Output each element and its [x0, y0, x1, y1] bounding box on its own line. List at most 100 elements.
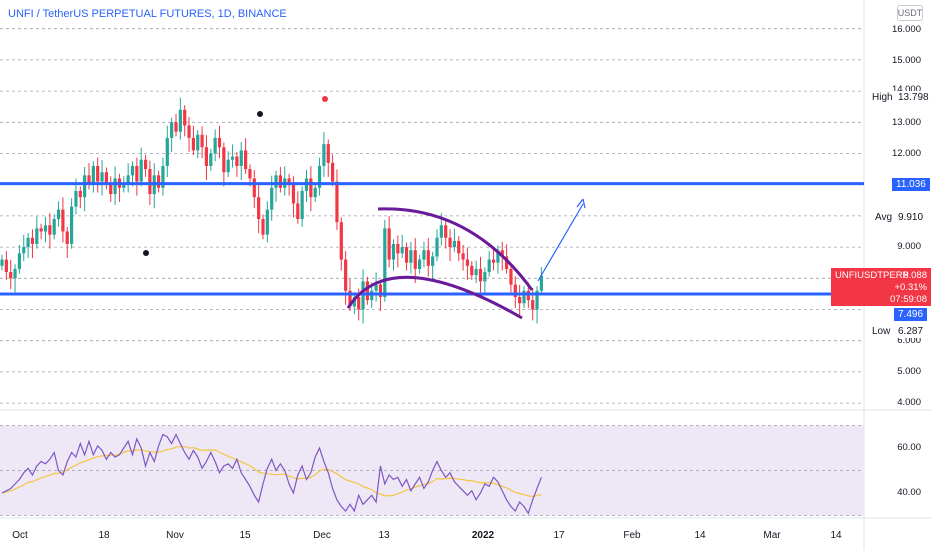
candle-body: [439, 225, 443, 238]
time-label: Oct: [12, 530, 28, 541]
candle-body: [9, 272, 13, 279]
candle-body: [91, 165, 95, 185]
price-change: +0.31%: [894, 282, 928, 293]
avg-label: Avg: [872, 211, 896, 224]
rsi-line: [1, 433, 542, 515]
price-tick: 14.000: [891, 84, 921, 95]
candle-body: [178, 109, 182, 132]
candle-body: [239, 150, 243, 166]
candle-body: [130, 165, 135, 176]
candle-body: [426, 250, 430, 266]
candle-body: [300, 190, 304, 220]
candle-body: [331, 162, 335, 182]
candle-body: [491, 259, 496, 263]
time-label-year: 2022: [471, 530, 495, 541]
candle-body: [387, 228, 391, 260]
candle-body: [291, 184, 296, 204]
rsi-tick: 40.00: [897, 487, 921, 498]
candle-body: [191, 137, 195, 151]
candle-body: [339, 222, 343, 260]
candle-body: [61, 209, 65, 232]
candle-body: [535, 290, 539, 310]
candle-body: [122, 184, 126, 188]
candle-body: [500, 250, 504, 257]
candle-body: [344, 259, 348, 291]
candle-body: [204, 147, 209, 166]
candle-body: [413, 250, 417, 269]
candle-body: [100, 172, 104, 182]
candle-body: [465, 259, 470, 266]
price-tick: 12.000: [891, 148, 921, 159]
time-label: 14: [694, 530, 706, 541]
price-tick: 16.000: [891, 24, 921, 35]
support-level-tag: 7.496: [894, 308, 928, 321]
candle-body: [213, 137, 217, 154]
time-label: Nov: [166, 530, 184, 541]
ticker-name: UNFIUSDTPERP: [835, 270, 909, 281]
low-label: Low: [869, 325, 894, 338]
candle-body: [287, 178, 291, 185]
candle-body: [165, 137, 169, 166]
candle-body: [470, 265, 474, 276]
candle-body: [70, 206, 74, 244]
time-label: 15: [239, 530, 251, 541]
candle-body: [513, 284, 517, 298]
candle-body: [161, 165, 165, 188]
candle-body: [135, 165, 139, 182]
candle-body: [257, 197, 261, 220]
candle-body: [252, 178, 256, 198]
rsi-ma-line: [1, 445, 542, 498]
currency-button[interactable]: USDT: [897, 5, 923, 21]
candle-body: [422, 250, 426, 260]
candle-body: [48, 225, 52, 235]
candle-body: [104, 172, 108, 185]
candle-body: [109, 184, 113, 195]
candle-body: [313, 187, 317, 198]
candle-body: [418, 259, 422, 269]
bar-countdown: 07:59:08: [890, 294, 927, 305]
candle-body: [22, 247, 26, 254]
rsi-tick: 60.00: [897, 442, 921, 453]
candle-body: [74, 190, 78, 207]
price-tick: 9.000: [897, 241, 921, 252]
candle-body: [17, 253, 21, 269]
candle-body: [335, 181, 339, 223]
marker-dot: [257, 111, 263, 117]
candle-body: [400, 247, 404, 254]
candle-body: [539, 275, 543, 291]
candle-body: [348, 290, 352, 307]
candle-body: [174, 122, 178, 132]
candle-body: [235, 156, 239, 166]
candle-body: [383, 228, 387, 298]
upper-arc-drawing: [377, 207, 534, 291]
candle-body: [474, 268, 478, 276]
chart-title[interactable]: UNFI / TetherUS PERPETUAL FUTURES, 1D, B…: [8, 8, 287, 20]
candle-body: [509, 268, 513, 285]
candle-body: [391, 243, 396, 260]
candle-body: [65, 231, 69, 244]
candle-body: [487, 259, 491, 273]
price-tick: 5.000: [897, 366, 921, 377]
candle-body: [143, 159, 148, 170]
candle-body: [261, 219, 265, 235]
high-label: High: [869, 91, 896, 104]
candle-body: [96, 165, 100, 182]
candle-body: [26, 237, 30, 248]
candle-body: [43, 225, 48, 232]
candle-body: [452, 240, 456, 248]
candle-body: [87, 175, 91, 185]
candle-body: [52, 219, 56, 235]
candle-body: [217, 137, 222, 148]
candle-body: [4, 259, 8, 273]
time-label: 18: [98, 530, 110, 541]
candle-body: [404, 247, 409, 263]
candle-body: [126, 175, 130, 185]
candle-body: [200, 134, 204, 148]
candle-body: [365, 281, 369, 301]
candle-body: [30, 237, 35, 244]
candle-body: [78, 190, 82, 198]
candle-body: [244, 150, 248, 170]
time-label: Feb: [623, 530, 641, 541]
